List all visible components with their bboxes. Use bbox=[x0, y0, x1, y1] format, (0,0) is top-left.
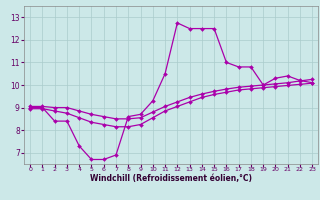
X-axis label: Windchill (Refroidissement éolien,°C): Windchill (Refroidissement éolien,°C) bbox=[90, 174, 252, 183]
